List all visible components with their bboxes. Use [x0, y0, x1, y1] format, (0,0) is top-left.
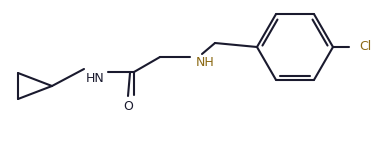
Text: O: O	[123, 101, 133, 114]
Text: Cl: Cl	[359, 40, 371, 53]
Text: NH: NH	[196, 56, 214, 69]
Text: HN: HN	[86, 72, 104, 85]
